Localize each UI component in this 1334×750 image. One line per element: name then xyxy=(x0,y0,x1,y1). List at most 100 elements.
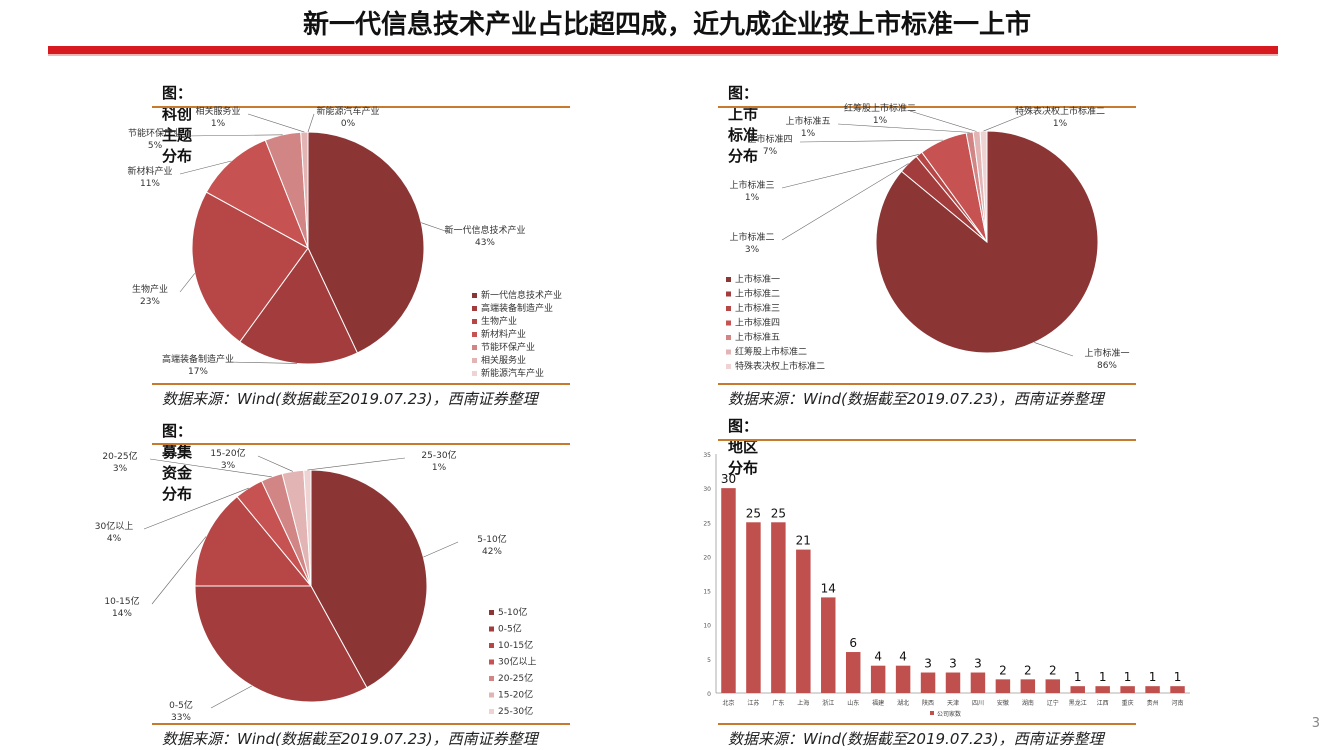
funding-pie-source: 数据来源：Wind(数据截至2019.07.23)，西南证券整理 xyxy=(162,730,538,748)
region-bar-13 xyxy=(1045,679,1061,693)
sector-pie-source: 数据来源：Wind(数据截至2019.07.23)，西南证券整理 xyxy=(162,390,538,408)
sector-slice-0-name-label: 新一代信息技术产业 xyxy=(444,224,525,236)
sector-legend-label-5: 相关服务业 xyxy=(481,354,526,366)
sector-slice-1-name-label: 高端装备制造产业 xyxy=(162,353,234,365)
sector-legend-label-2: 生物产业 xyxy=(481,315,517,327)
funding-slice-1-name-label: 0-5亿 xyxy=(169,699,193,711)
region-y-tick-7: 35 xyxy=(703,452,711,459)
funding-pie-bottom-rule xyxy=(152,723,570,725)
listing-pie-title: 图：上市标准分布 xyxy=(728,84,759,165)
sector-legend-swatch-3 xyxy=(472,332,477,337)
sector-slice-6-name-label: 新能源汽车产业 xyxy=(316,105,379,117)
region-x-tick-18: 河南 xyxy=(1172,699,1184,707)
listing-slice-1-name-label: 上市标准二 xyxy=(729,231,774,243)
listing-legend-swatch-4 xyxy=(726,335,731,340)
region-bar-bottom-rule xyxy=(718,723,1136,725)
listing-slice-5-leader xyxy=(909,110,977,132)
sector-slice-2 xyxy=(191,191,309,343)
listing-slice-4-leader xyxy=(837,123,970,133)
region-bar-15 xyxy=(1095,686,1110,693)
funding-legend-label-1: 0-5亿 xyxy=(498,623,522,635)
region-legend-label: 公司家数 xyxy=(937,710,961,718)
funding-legend-label-4: 20-25亿 xyxy=(498,672,533,684)
funding-legend-label-3: 30亿以上 xyxy=(498,656,536,668)
slide-title: 新一代信息技术产业占比超四成，近九成企业按上市标准一上市 xyxy=(302,10,1031,40)
listing-legend-label-6: 特殊表决权上市标准二 xyxy=(735,360,825,372)
funding-slice-6-leader xyxy=(307,457,406,471)
region-bar-value-3: 21 xyxy=(796,534,811,548)
region-bar-4 xyxy=(821,597,836,693)
sector-slice-3-name-label: 新材料产业 xyxy=(127,165,172,177)
listing-legend-swatch-0 xyxy=(726,277,731,282)
funding-slice-1-value-label: 33% xyxy=(171,713,191,723)
region-bar-7 xyxy=(895,665,911,693)
listing-legend-label-3: 上市标准四 xyxy=(735,317,780,329)
funding-legend-swatch-2 xyxy=(489,643,494,648)
funding-legend-label-6: 25-30亿 xyxy=(498,705,533,717)
region-bar-6 xyxy=(870,665,886,693)
region-x-tick-7: 湖北 xyxy=(897,699,909,707)
region-bar-14 xyxy=(1070,686,1085,693)
region-bar-title: 图：地区分布 xyxy=(728,417,759,477)
region-bar-value-11: 2 xyxy=(999,663,1007,677)
sector-slice-2-leader xyxy=(179,273,196,293)
region-legend-swatch xyxy=(930,711,934,715)
funding-slice-2-name-label: 10-15亿 xyxy=(104,595,139,607)
listing-slice-1-leader xyxy=(781,163,909,241)
region-y-tick-3: 15 xyxy=(703,589,711,596)
listing-slice-2-leader xyxy=(781,154,920,189)
region-bar-value-12: 2 xyxy=(1024,663,1032,677)
sector-slice-1-value-label: 17% xyxy=(188,367,208,377)
listing-slice-6-name-label: 特殊表决权上市标准二 xyxy=(1015,105,1105,117)
region-bar-9 xyxy=(945,672,961,693)
region-bar-value-14: 1 xyxy=(1074,670,1082,684)
sector-slice-3 xyxy=(205,139,309,250)
funding-slice-5-value-label: 3% xyxy=(221,461,236,471)
funding-pie-title: 图：募集资金分布 xyxy=(162,422,193,503)
region-bar-10 xyxy=(970,672,986,693)
sector-slice-6-leader xyxy=(307,113,315,133)
sector-slice-3-value-label: 11% xyxy=(140,179,160,189)
region-x-tick-6: 福建 xyxy=(872,699,884,707)
region-x-tick-10: 四川 xyxy=(972,700,984,707)
region-x-tick-11: 安徽 xyxy=(997,699,1009,707)
sector-slice-1-leader xyxy=(227,361,298,364)
listing-pie-top-rule xyxy=(718,106,1136,108)
region-bar-value-13: 2 xyxy=(1049,663,1057,677)
region-x-tick-15: 江西 xyxy=(1097,700,1109,707)
region-bar-value-17: 1 xyxy=(1149,670,1157,684)
funding-slice-4-value-label: 3% xyxy=(113,464,128,474)
sector-pie-title: 图：科创主题分布 xyxy=(162,84,193,165)
region-x-tick-5: 山东 xyxy=(847,699,859,707)
sector-slice-3-leader xyxy=(179,160,232,175)
funding-slice-5-name-label: 15-20亿 xyxy=(210,447,245,459)
region-y-tick-5: 25 xyxy=(703,520,711,527)
listing-legend-label-2: 上市标准三 xyxy=(735,302,780,314)
sector-legend-swatch-1 xyxy=(472,306,477,311)
listing-slice-0-value-label: 86% xyxy=(1097,361,1117,371)
funding-slice-0 xyxy=(310,469,428,689)
listing-legend-swatch-3 xyxy=(726,320,731,326)
region-y-tick-1: 5 xyxy=(707,657,711,664)
region-bar-8 xyxy=(920,672,936,693)
sector-slice-0-value-label: 43% xyxy=(475,238,495,248)
region-x-tick-8: 陕西 xyxy=(922,699,934,707)
listing-pie-bottom-rule xyxy=(718,383,1136,385)
sector-legend-label-3: 新材料产业 xyxy=(481,328,526,340)
sector-legend-label-1: 高端装备制造产业 xyxy=(481,302,553,314)
funding-slice-3-value-label: 4% xyxy=(107,534,122,544)
sector-slice-4-value-label: 5% xyxy=(148,141,163,151)
region-bar-0 xyxy=(721,488,736,693)
funding-slice-2-value-label: 14% xyxy=(112,609,132,619)
sector-legend-label-6: 新能源汽车产业 xyxy=(481,367,544,379)
region-bar-11 xyxy=(995,679,1011,693)
funding-slice-1-leader xyxy=(210,685,253,709)
sector-legend-swatch-6 xyxy=(472,371,477,376)
sector-slice-2-name-label: 生物产业 xyxy=(132,283,168,295)
region-bar-value-2: 25 xyxy=(771,506,786,520)
sector-legend-label-4: 节能环保产业 xyxy=(481,341,535,353)
funding-legend-label-0: 5-10亿 xyxy=(498,606,527,618)
listing-slice-6-leader xyxy=(983,113,1027,132)
